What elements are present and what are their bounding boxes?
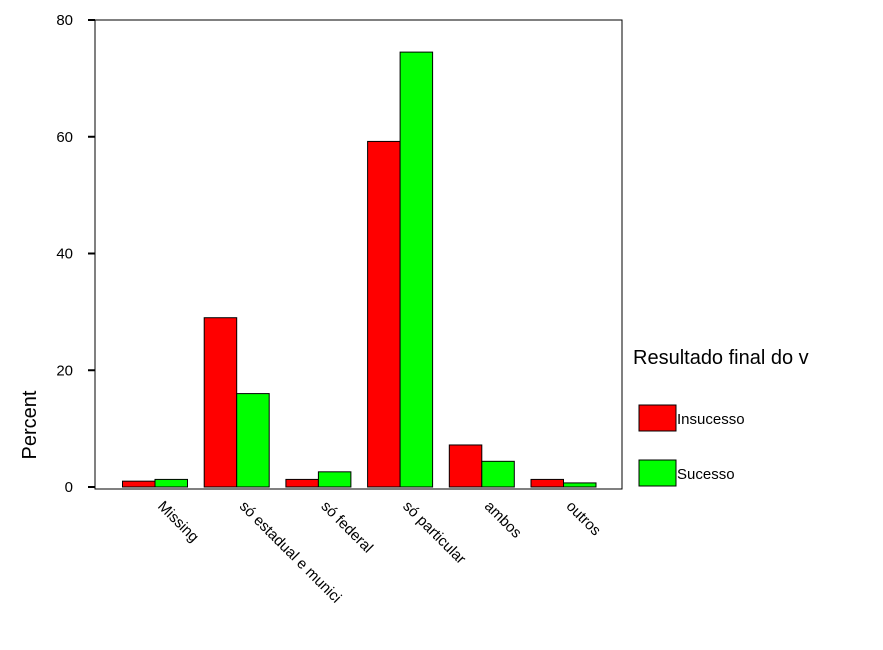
legend-label-insucesso: Insucesso [677, 411, 745, 428]
bar-sucesso-2 [317, 471, 352, 488]
legend-title: Resultado final do v [633, 347, 809, 369]
bars-group [122, 51, 597, 488]
bar-insucesso-0 [122, 480, 156, 488]
x-tick-label: outros [563, 498, 605, 540]
y-tick-label: 60 [56, 129, 73, 146]
legend-label-sucesso: Sucesso [677, 466, 735, 483]
x-tick-label: ambos [481, 498, 525, 542]
bar-sucesso-0 [154, 478, 188, 488]
y-axis: 0 20 40 60 80 [56, 12, 95, 496]
legend-swatch-insucesso [638, 404, 677, 432]
x-tick-label: Missing [154, 498, 202, 546]
x-tick-label: só particular [399, 498, 469, 568]
y-tick-label: 80 [56, 12, 73, 29]
legend-swatch-sucesso [638, 459, 677, 487]
bar-insucesso-1 [203, 317, 238, 488]
y-axis-title: Percent [19, 390, 41, 459]
bar-sucesso-3 [399, 51, 434, 488]
bar-insucesso-5 [530, 478, 564, 488]
plot-area [94, 19, 623, 490]
bar-sucesso-1 [236, 393, 270, 488]
bar-sucesso-4 [481, 460, 515, 488]
bar-sucesso-5 [563, 482, 597, 488]
legend: Resultado final do v Insucesso Sucesso [633, 347, 809, 487]
x-tick-label: só federal [318, 498, 377, 557]
bar-insucesso-3 [367, 140, 401, 488]
y-tick-label: 0 [65, 479, 73, 496]
y-tick-label: 20 [56, 362, 73, 379]
bar-insucesso-2 [285, 478, 319, 488]
y-tick-label: 40 [56, 246, 73, 263]
bar-insucesso-4 [448, 444, 483, 488]
